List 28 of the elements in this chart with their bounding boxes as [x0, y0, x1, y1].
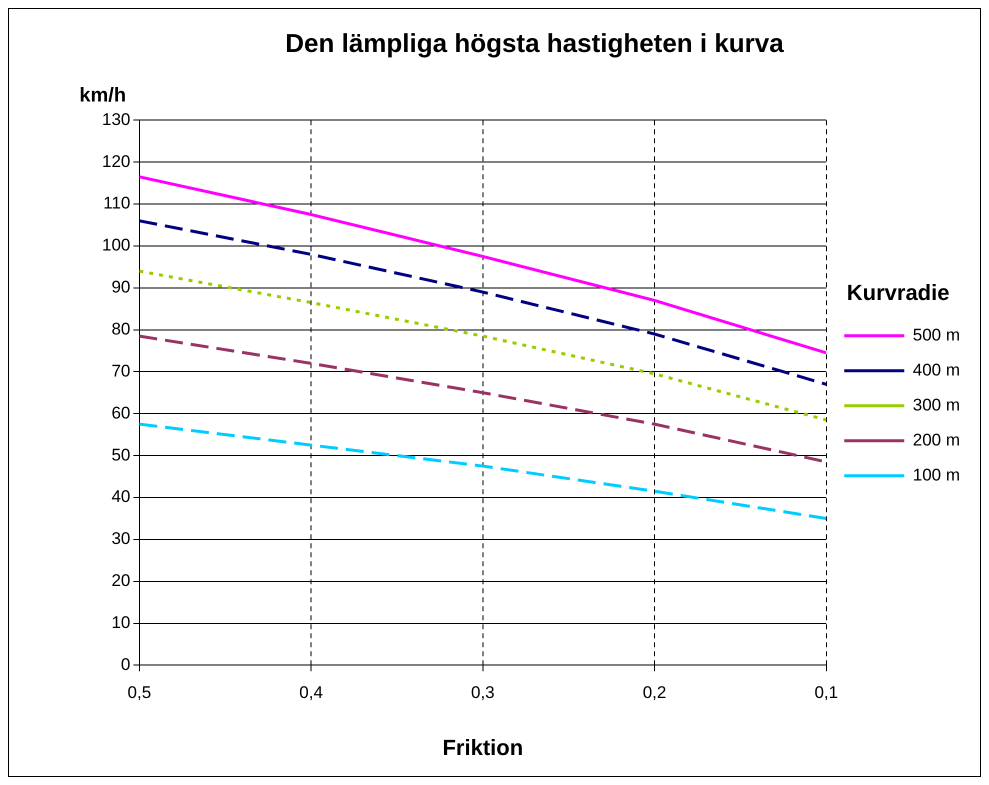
y-tick-label: 10 [111, 612, 130, 632]
legend-label: 100 m [912, 465, 960, 484]
x-tick-label: 0,5 [128, 683, 152, 702]
x-tick-label: 0,2 [642, 683, 666, 702]
y-tick-label: 30 [111, 529, 130, 548]
x-tick-label: 0,4 [299, 683, 323, 702]
y-tick-label: 20 [111, 571, 130, 590]
chart-title: Den lämpliga högsta hastigheten i kurva [285, 28, 784, 58]
x-axis-title: Friktion [442, 734, 524, 760]
y-tick-label: 40 [111, 487, 130, 506]
y-tick-label: 0 [120, 654, 130, 674]
y-tick-label: 130 [102, 110, 130, 129]
legend-title: Kurvradie [846, 280, 950, 305]
y-tick-label: 70 [111, 361, 130, 380]
legend-label: 400 m [912, 360, 960, 380]
y-tick-label: 110 [103, 194, 130, 213]
y-tick-label: 100 [102, 236, 130, 255]
legend-label: 300 m [912, 395, 960, 414]
y-axis-title: km/h [79, 84, 126, 107]
legend-label: 500 m [912, 325, 960, 344]
y-tick-label: 120 [102, 152, 130, 171]
x-tick-label: 0,1 [814, 683, 838, 702]
y-tick-label: 60 [111, 403, 130, 422]
x-tick-label: 0,3 [470, 683, 495, 702]
legend-label: 200 m [912, 430, 960, 450]
y-tick-label: 50 [111, 445, 130, 464]
y-tick-label: 90 [111, 278, 130, 297]
y-tick-label: 80 [111, 320, 130, 339]
